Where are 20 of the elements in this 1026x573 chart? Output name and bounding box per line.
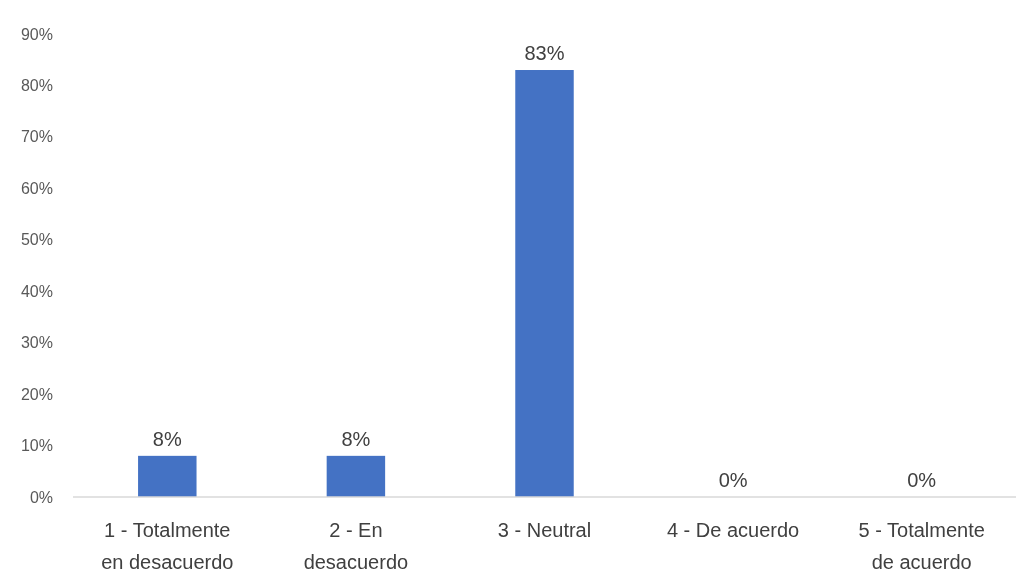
- x-tick-label: 4 - De acuerdo: [666, 519, 800, 541]
- x-tick-label: 3 - Neutral: [497, 519, 592, 541]
- y-tick-label: 30%: [20, 334, 53, 352]
- y-tick-label: 10%: [20, 437, 53, 455]
- x-tick-label: 2 - En desacuerdo: [303, 519, 409, 573]
- y-tick-label: 60%: [20, 179, 53, 197]
- y-tick-label: 0%: [29, 488, 53, 506]
- x-tick-label: 5 - Totalmente de acuerdo: [858, 519, 985, 573]
- y-tick-label: 20%: [20, 385, 53, 403]
- y-tick-label: 80%: [20, 77, 53, 95]
- y-tick-label: 50%: [20, 231, 53, 249]
- data-label: 83%: [524, 42, 565, 65]
- data-label: 8%: [341, 427, 371, 450]
- data-label: 8%: [152, 427, 182, 450]
- data-label: 0%: [718, 469, 748, 491]
- y-tick-label: 70%: [20, 128, 53, 146]
- data-label: 0%: [907, 469, 937, 491]
- y-tick-label: 90%: [20, 25, 53, 43]
- x-tick-label: 1 - Totalmente en desacuerdo: [101, 519, 234, 573]
- y-tick-label: 40%: [20, 282, 53, 300]
